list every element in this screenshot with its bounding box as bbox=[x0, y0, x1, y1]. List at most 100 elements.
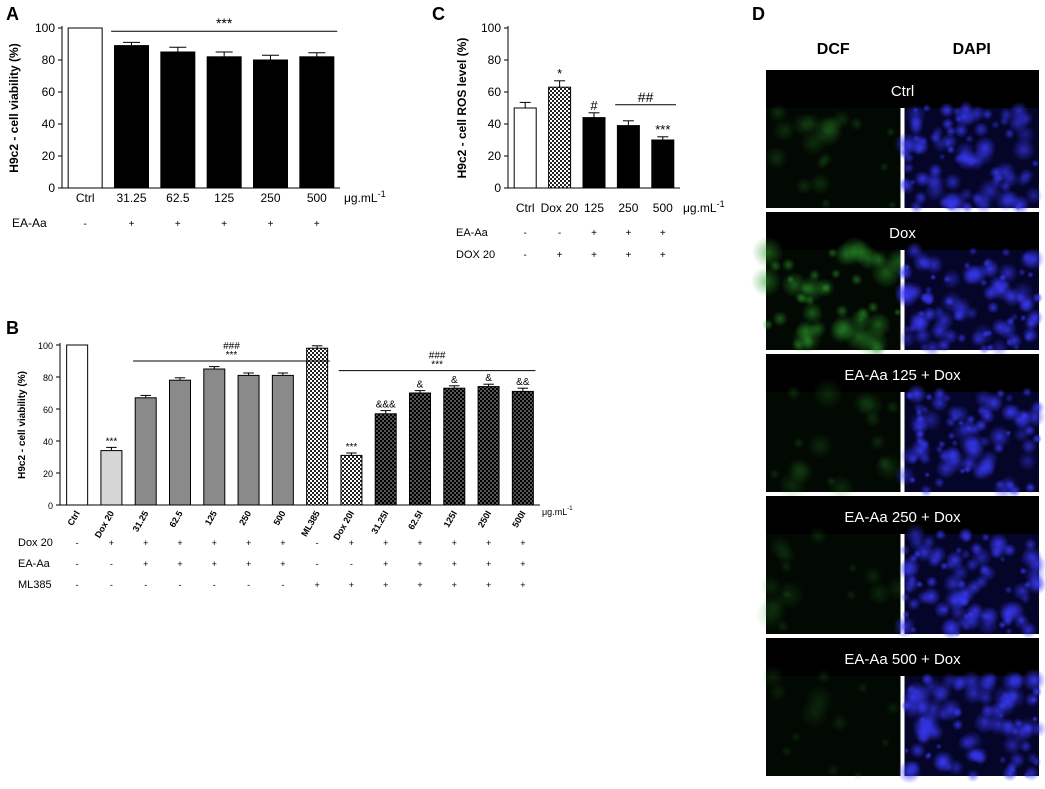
condition-sign: + bbox=[143, 538, 148, 548]
bar bbox=[374, 413, 397, 506]
micrograph-panel: DCF DAPI Ctrl Dox EA-Aa 125 + Dox EA-Aa 250 +… bbox=[750, 41, 1045, 784]
condition-label: EA-Aa bbox=[12, 216, 47, 230]
y-tick-label: 0 bbox=[48, 501, 53, 511]
condition-sign: + bbox=[660, 250, 666, 261]
condition-label: DOX 20 bbox=[456, 249, 495, 261]
dcf-image bbox=[766, 378, 903, 502]
condition-sign: + bbox=[129, 219, 135, 230]
condition-sign: + bbox=[268, 219, 274, 230]
unit-label: μg.mL-1 bbox=[542, 506, 573, 517]
bar bbox=[169, 379, 191, 506]
significance-label: *** bbox=[106, 436, 118, 447]
micrograph-header bbox=[766, 638, 1039, 676]
significance-label: # bbox=[590, 98, 598, 113]
bar bbox=[160, 51, 196, 189]
condition-sign: - bbox=[316, 559, 319, 569]
y-tick-label: 100 bbox=[481, 21, 501, 35]
condition-sign: + bbox=[486, 559, 491, 569]
bar bbox=[582, 117, 606, 189]
y-axis-label: H9c2 - cell viability (%) bbox=[17, 371, 28, 479]
condition-sign: - bbox=[350, 559, 353, 569]
condition-sign: + bbox=[486, 538, 491, 548]
significance-label: & bbox=[451, 375, 458, 386]
condition-sign: + bbox=[383, 538, 388, 548]
condition-sign: + bbox=[417, 580, 422, 590]
unit-label: μg.mL-1 bbox=[683, 199, 725, 215]
condition-sign: + bbox=[520, 538, 525, 548]
condition-sign: + bbox=[177, 559, 182, 569]
chart-c: 0 20 40 60 80 100 H9c2 - cell ROS level (%) Ctr… bbox=[455, 21, 725, 261]
y-tick-label: 80 bbox=[488, 53, 502, 67]
bar bbox=[271, 374, 294, 506]
condition-sign: - bbox=[76, 538, 79, 548]
condition-label: Dox 20 bbox=[18, 537, 53, 549]
condition-sign: + bbox=[315, 580, 320, 590]
bar bbox=[513, 107, 537, 189]
bar bbox=[67, 27, 103, 189]
category-label: 125 bbox=[584, 201, 604, 215]
micrograph-header bbox=[766, 354, 1039, 392]
condition-sign: + bbox=[383, 580, 388, 590]
group-significance-label: *** bbox=[216, 15, 233, 31]
group-significance-label: *** bbox=[431, 360, 443, 371]
condition-sign: + bbox=[246, 559, 251, 569]
bar bbox=[66, 344, 89, 506]
condition-label: EA-Aa bbox=[456, 227, 489, 239]
category-label: 125I bbox=[442, 509, 459, 529]
category-label: Ctrl bbox=[516, 201, 535, 215]
panel-letter-b: B bbox=[6, 318, 19, 338]
bar bbox=[340, 454, 363, 506]
condition-sign: - bbox=[281, 580, 284, 590]
y-axis-label: H9c2 - cell ROS level (%) bbox=[455, 38, 469, 179]
category-label: ML385 bbox=[299, 509, 322, 538]
bar bbox=[299, 56, 335, 189]
condition-sign: + bbox=[452, 580, 457, 590]
micrograph-header bbox=[766, 70, 1039, 108]
bar bbox=[443, 387, 466, 506]
significance-label: *** bbox=[655, 122, 670, 137]
dapi-image bbox=[897, 668, 1045, 784]
condition-sign: - bbox=[110, 559, 113, 569]
condition-sign: + bbox=[591, 250, 597, 261]
category-label: Ctrl bbox=[65, 509, 81, 527]
micrograph-row-label: EA-Aa 250 + Dox bbox=[844, 509, 961, 526]
condition-sign: + bbox=[349, 580, 354, 590]
condition-sign: - bbox=[524, 250, 527, 261]
condition-label: EA-Aa bbox=[18, 558, 51, 570]
category-label: Dox 20 bbox=[93, 509, 116, 540]
image-divider bbox=[900, 392, 905, 492]
col-label-dcf: DCF bbox=[817, 41, 850, 58]
y-tick-label: 20 bbox=[42, 149, 56, 163]
bar bbox=[616, 125, 640, 189]
dcf-image bbox=[764, 103, 901, 210]
significance-label: & bbox=[485, 373, 492, 384]
category-label: Ctrl bbox=[76, 191, 95, 205]
y-axis-label: H9c2 - cell viability (%) bbox=[7, 43, 21, 172]
bar bbox=[203, 368, 226, 506]
micrograph-header bbox=[766, 212, 1039, 250]
condition-sign: + bbox=[109, 538, 114, 548]
micrograph-row-label: EA-Aa 500 + Dox bbox=[844, 651, 961, 668]
significance-label: &&& bbox=[376, 400, 396, 411]
col-label-dapi: DAPI bbox=[953, 41, 991, 58]
bar bbox=[114, 45, 149, 189]
bar bbox=[548, 86, 572, 189]
condition-sign: - bbox=[179, 580, 182, 590]
condition-sign: + bbox=[625, 228, 631, 239]
bar bbox=[511, 390, 534, 506]
chart-a: 0 20 40 60 80 100 H9c2 - cell viability (%) Ctr… bbox=[7, 15, 386, 230]
significance-label: & bbox=[417, 380, 424, 391]
micrograph-row-label: Dox bbox=[889, 225, 916, 242]
category-label: 62.5 bbox=[166, 191, 190, 205]
category-label: 500 bbox=[653, 201, 673, 215]
y-tick-label: 40 bbox=[43, 437, 53, 447]
panel-letter-d: D bbox=[752, 4, 765, 24]
dcf-image bbox=[761, 664, 901, 780]
condition-sign: + bbox=[557, 250, 563, 261]
category-label: 31.25 bbox=[131, 509, 151, 534]
dapi-image bbox=[893, 100, 1043, 215]
dapi-image bbox=[894, 383, 1045, 502]
bar bbox=[651, 139, 675, 189]
bar bbox=[477, 386, 500, 506]
y-tick-label: 40 bbox=[488, 117, 502, 131]
